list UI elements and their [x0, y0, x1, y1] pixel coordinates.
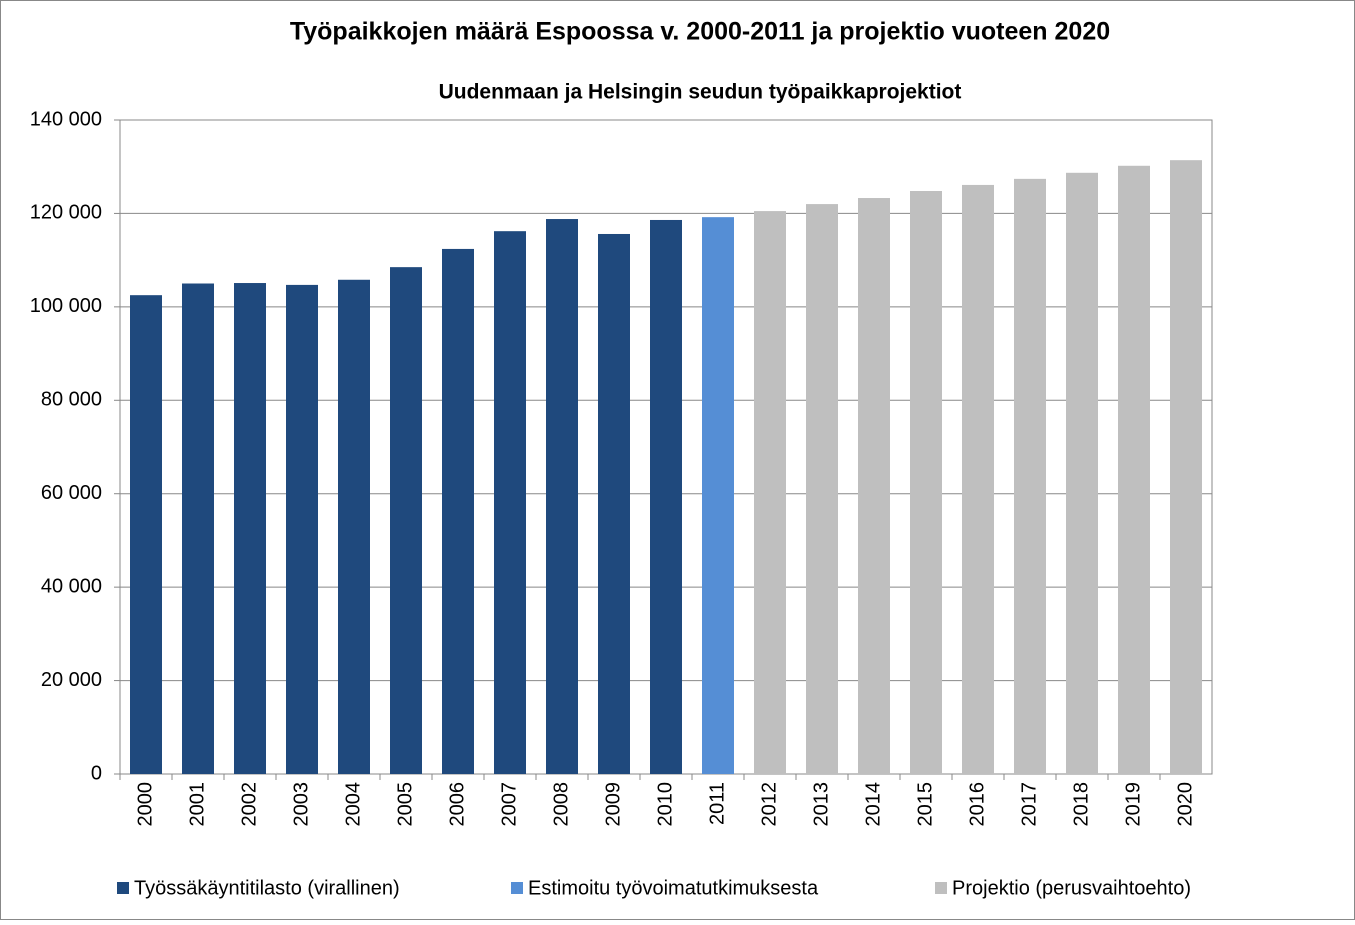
bar [858, 198, 890, 774]
bar [650, 219, 682, 774]
x-tick-label: 2017 [1018, 782, 1040, 827]
legend-swatch [117, 882, 129, 894]
x-tick-label: 2003 [290, 782, 312, 827]
bar [442, 248, 474, 775]
bar [910, 191, 942, 774]
y-tick-label: 140 000 [30, 108, 102, 130]
bar [182, 283, 214, 774]
bar [338, 279, 370, 774]
x-tick-label: 2010 [654, 782, 676, 827]
x-tick-label: 2004 [342, 782, 364, 827]
x-tick-label: 2008 [550, 782, 572, 827]
y-tick-label: 120 000 [30, 202, 102, 224]
x-tick-label: 2000 [134, 782, 156, 827]
x-tick-label: 2005 [394, 782, 416, 827]
x-tick-label: 2012 [758, 782, 780, 827]
y-tick-label: 60 000 [41, 482, 102, 504]
x-tick-label: 2018 [1070, 782, 1092, 827]
y-tick-label: 0 [91, 762, 102, 784]
x-tick-label: 2014 [862, 782, 884, 827]
x-tick-label: 2011 [706, 782, 728, 825]
legend-swatch [935, 882, 947, 894]
bar [702, 217, 734, 774]
x-tick-label: 2019 [1122, 782, 1144, 827]
bar [1118, 165, 1150, 774]
x-tick-label: 2001 [186, 782, 208, 827]
bar [1066, 172, 1098, 775]
x-tick-label: 2013 [810, 782, 832, 827]
x-tick-label: 2007 [498, 782, 520, 827]
bar [754, 211, 786, 775]
legend-label: Estimoitu työvoimatutkimuksesta [528, 877, 819, 899]
y-tick-label: 20 000 [41, 669, 102, 691]
legend-swatch [511, 882, 523, 894]
bar [390, 267, 422, 774]
bar [130, 295, 162, 774]
x-tick-label: 2015 [914, 782, 936, 827]
bar [234, 283, 266, 774]
bar [1170, 160, 1202, 774]
y-tick-label: 100 000 [30, 295, 102, 317]
x-tick-label: 2002 [238, 782, 260, 827]
bar [962, 184, 994, 774]
y-tick-label: 80 000 [41, 389, 102, 411]
x-tick-label: 2016 [966, 782, 988, 827]
x-tick-label: 2020 [1174, 782, 1196, 827]
bar [598, 233, 630, 775]
legend-label: Projektio (perusvaihtoehto) [952, 877, 1191, 899]
bar [1014, 178, 1046, 775]
chart-title: Työpaikkojen määrä Espoossa v. 2000-2011… [290, 18, 1110, 46]
bar [494, 231, 526, 774]
legend-label: Työssäkäyntitilasto (virallinen) [134, 877, 400, 899]
bar [546, 219, 578, 774]
chart-subtitle: Uudenmaan ja Helsingin seudun työpaikkap… [439, 81, 962, 104]
x-tick-label: 2006 [446, 782, 468, 827]
bar [806, 204, 838, 775]
y-tick-label: 40 000 [41, 575, 102, 597]
x-tick-label: 2009 [602, 782, 624, 827]
bar [286, 284, 318, 774]
